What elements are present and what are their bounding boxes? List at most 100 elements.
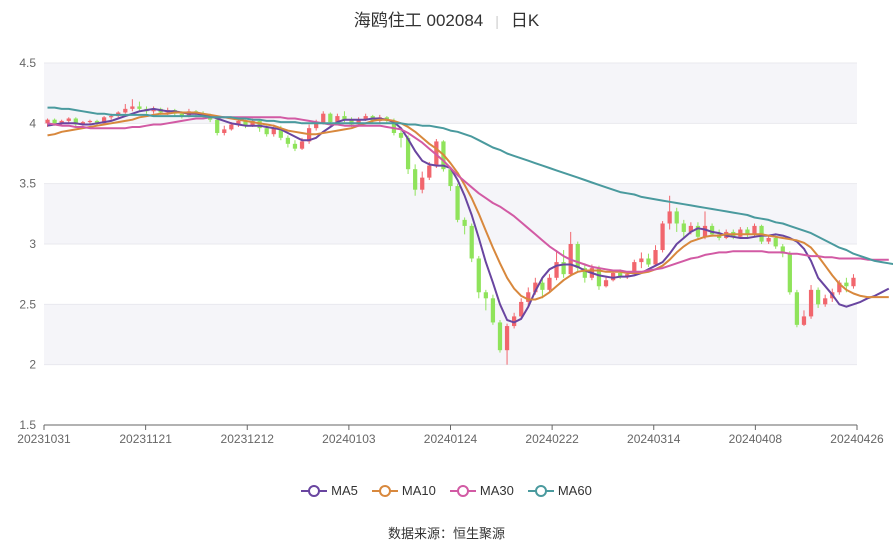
candle-body bbox=[603, 280, 609, 287]
candle-body bbox=[427, 165, 432, 178]
candle-body bbox=[243, 120, 248, 126]
period-label: 日K bbox=[510, 11, 540, 30]
legend: MA5 MA10 MA30 MA60 bbox=[0, 483, 893, 498]
candle-body bbox=[837, 282, 842, 293]
x-tick-label: 20240314 bbox=[627, 432, 681, 446]
candle-body bbox=[45, 119, 50, 124]
candle-body bbox=[413, 169, 418, 190]
y-tick-label: 1.5 bbox=[19, 418, 36, 432]
candle-body bbox=[52, 119, 57, 124]
candle-body bbox=[695, 225, 701, 237]
candle-body bbox=[674, 211, 679, 224]
candle-body bbox=[688, 225, 693, 232]
candle-body bbox=[808, 289, 814, 317]
x-tick-label: 20240426 bbox=[830, 432, 884, 446]
candle-body bbox=[745, 229, 750, 235]
candle-body bbox=[519, 301, 524, 317]
candle-body bbox=[596, 268, 602, 287]
x-tick-label: 20231212 bbox=[221, 432, 275, 446]
y-tick-label: 4.5 bbox=[19, 56, 36, 70]
candle-body bbox=[702, 225, 708, 237]
candle-body bbox=[299, 141, 305, 149]
candle-body bbox=[625, 274, 630, 277]
candle-body bbox=[73, 118, 78, 125]
candle-body bbox=[561, 262, 566, 275]
ma10-line bbox=[47, 111, 889, 301]
candle-body bbox=[794, 292, 800, 325]
candle-body bbox=[667, 211, 672, 224]
data-source: 数据来源：恒生聚源 bbox=[0, 523, 893, 542]
legend-marker-icon bbox=[301, 484, 328, 497]
candle-body bbox=[766, 237, 771, 242]
legend-item-ma60[interactable]: MA60 bbox=[527, 483, 592, 498]
legend-label: MA5 bbox=[331, 483, 358, 498]
legend-item-ma30[interactable]: MA30 bbox=[449, 483, 514, 498]
candle-body bbox=[222, 129, 227, 133]
candle-body bbox=[137, 106, 142, 109]
candle-body bbox=[59, 120, 64, 124]
candle-body bbox=[109, 116, 114, 118]
candle-body bbox=[236, 120, 241, 125]
x-tick-label: 20240222 bbox=[525, 432, 579, 446]
x-tick-label: 20240124 bbox=[424, 432, 478, 446]
candle-body bbox=[823, 298, 828, 305]
candle-body bbox=[455, 186, 460, 220]
candle-body bbox=[101, 117, 107, 124]
candle-body bbox=[660, 223, 665, 251]
candle-body bbox=[363, 116, 368, 120]
x-tick-label: 20240103 bbox=[322, 432, 376, 446]
candle-body bbox=[504, 326, 510, 351]
candle-body bbox=[66, 118, 71, 121]
candle-body bbox=[610, 272, 616, 281]
candle-body bbox=[448, 169, 453, 187]
candle-body bbox=[709, 225, 715, 235]
candle-body bbox=[844, 282, 849, 287]
candle-body bbox=[801, 316, 807, 325]
candle-body bbox=[271, 128, 276, 135]
candle-body bbox=[229, 124, 234, 130]
candle-body bbox=[94, 120, 100, 124]
y-tick-label: 4 bbox=[29, 116, 36, 130]
candle-body bbox=[681, 223, 686, 232]
candle-body bbox=[130, 106, 135, 109]
candle-body bbox=[780, 246, 785, 254]
candle-body bbox=[314, 123, 319, 129]
candle-body bbox=[285, 137, 291, 144]
kline-chart: 1.5 2 2.5 3 3.5 4 4.5 20231031 20231121 20231212 2… bbox=[17, 56, 893, 446]
candle-body bbox=[123, 108, 128, 113]
candle-body bbox=[815, 289, 821, 305]
candle-body bbox=[653, 250, 658, 265]
legend-item-ma10[interactable]: MA10 bbox=[371, 483, 436, 498]
candle-body bbox=[497, 322, 503, 351]
candle-body bbox=[490, 298, 496, 323]
candle-body bbox=[575, 244, 580, 269]
candle-body bbox=[391, 120, 397, 133]
y-tick-label: 3.5 bbox=[19, 177, 36, 191]
candle-body bbox=[526, 292, 531, 302]
legend-item-ma5[interactable]: MA5 bbox=[301, 483, 358, 498]
x-tick-label: 20240408 bbox=[729, 432, 783, 446]
candle-body bbox=[476, 258, 481, 293]
candle-body bbox=[342, 116, 347, 120]
chart-title: 海鸥住工 002084 | 日K bbox=[0, 6, 893, 31]
source-label: 数据来源： bbox=[387, 526, 453, 541]
candle-body bbox=[469, 225, 474, 259]
legend-marker-icon bbox=[527, 484, 554, 497]
candle-body bbox=[292, 143, 298, 149]
candle-body bbox=[151, 108, 156, 112]
candle-body bbox=[547, 277, 552, 290]
candle-body bbox=[349, 119, 354, 125]
candle-body bbox=[80, 122, 86, 125]
candle-body bbox=[554, 262, 559, 278]
x-tick-label: 20231031 bbox=[17, 432, 71, 446]
candle-body bbox=[264, 128, 269, 135]
candle-body bbox=[356, 119, 361, 125]
candle-body bbox=[773, 237, 778, 247]
candle-body bbox=[752, 225, 757, 235]
candle-body bbox=[646, 258, 651, 265]
candle-body bbox=[533, 282, 538, 293]
source-value: 恒生聚源 bbox=[453, 526, 506, 541]
candle-body bbox=[398, 132, 404, 138]
candle-body bbox=[278, 128, 283, 138]
ma30-line bbox=[47, 116, 889, 273]
